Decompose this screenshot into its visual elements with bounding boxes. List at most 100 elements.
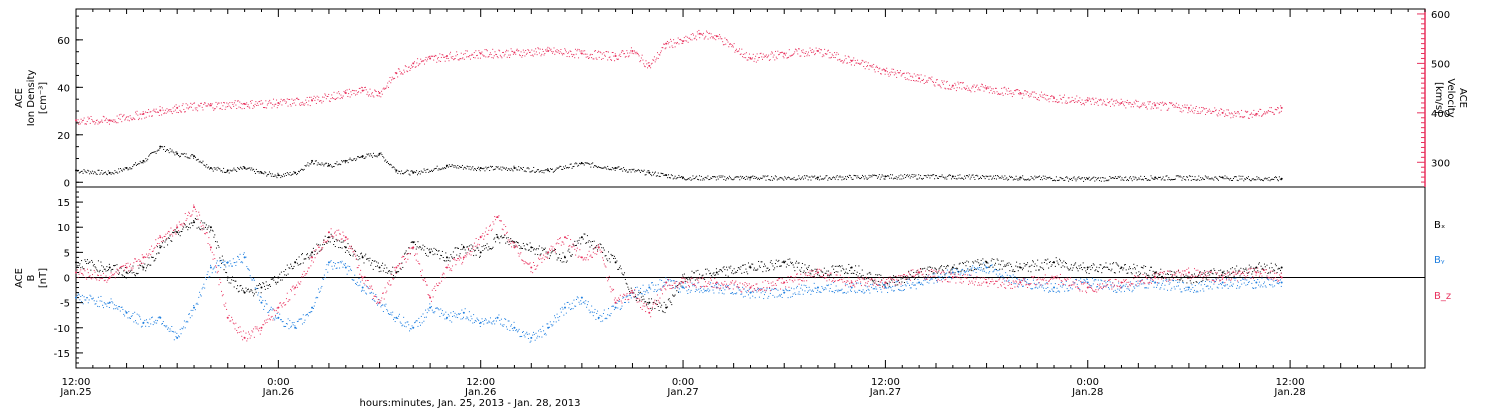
interp-point — [105, 303, 107, 305]
interp-point — [366, 293, 368, 295]
interp-point — [892, 277, 894, 279]
interp-point — [80, 267, 82, 269]
interp-point — [375, 294, 377, 296]
interp-point — [531, 170, 533, 172]
interp-point — [1183, 176, 1185, 178]
interp-point — [802, 49, 804, 51]
interp-point — [291, 174, 293, 176]
interp-point — [911, 276, 913, 278]
interp-point — [222, 261, 224, 263]
interp-point — [607, 165, 609, 167]
interp-point — [382, 155, 384, 157]
interp-point — [757, 59, 759, 61]
interp-point — [1260, 265, 1262, 267]
data-point — [378, 152, 381, 155]
data-point — [1120, 101, 1123, 104]
interp-point — [599, 166, 601, 168]
interp-point — [242, 103, 244, 105]
interp-point — [159, 316, 161, 318]
interp-point — [199, 291, 201, 293]
interp-point — [556, 167, 558, 169]
interp-point — [207, 105, 209, 107]
interp-point — [689, 279, 691, 281]
interp-point — [632, 169, 634, 171]
interp-point — [1240, 116, 1242, 118]
interp-point — [391, 167, 393, 169]
interp-point — [944, 87, 946, 89]
interp-point — [240, 167, 242, 169]
interp-point — [578, 239, 580, 241]
interp-point — [1028, 179, 1030, 181]
interp-point — [228, 105, 230, 107]
interp-point — [1195, 281, 1197, 283]
interp-point — [870, 175, 872, 177]
interp-point — [1052, 101, 1054, 103]
interp-point — [563, 53, 565, 55]
interp-point — [221, 255, 223, 257]
interp-point — [1080, 178, 1082, 180]
interp-point — [956, 178, 958, 180]
interp-point — [1061, 178, 1063, 180]
interp-point — [1272, 111, 1274, 113]
interp-point — [274, 276, 276, 278]
interp-point — [163, 246, 165, 248]
interp-point — [462, 57, 464, 59]
interp-point — [128, 116, 130, 118]
interp-point — [883, 68, 885, 70]
interp-point — [1231, 272, 1233, 274]
interp-point — [1072, 99, 1074, 101]
interp-point — [465, 252, 467, 254]
interp-point — [610, 253, 612, 255]
data-point — [75, 169, 77, 172]
interp-point — [1171, 270, 1173, 272]
interp-point — [1024, 179, 1026, 181]
interp-point — [478, 50, 480, 52]
interp-point — [249, 275, 251, 277]
interp-point — [592, 248, 594, 250]
interp-point — [438, 60, 440, 62]
interp-point — [1156, 102, 1158, 104]
data-point — [125, 271, 128, 274]
interp-point — [718, 175, 720, 177]
interp-point — [1273, 269, 1275, 271]
interp-point — [301, 254, 303, 256]
interp-point — [1216, 177, 1218, 179]
interp-point — [1266, 177, 1268, 179]
interp-point — [1027, 95, 1029, 97]
interp-point — [629, 52, 631, 54]
interp-point — [919, 81, 921, 83]
interp-point — [390, 164, 392, 166]
interp-point — [1161, 102, 1163, 104]
interp-point — [962, 177, 964, 179]
interp-point — [259, 100, 261, 102]
interp-point — [121, 274, 123, 276]
interp-point — [711, 276, 713, 278]
interp-point — [1033, 265, 1035, 267]
interp-point — [657, 172, 659, 174]
interp-point — [1091, 267, 1093, 269]
interp-point — [1066, 102, 1068, 104]
interp-point — [1147, 101, 1149, 103]
interp-point — [991, 92, 993, 94]
interp-point — [930, 266, 932, 268]
interp-point — [426, 169, 428, 171]
interp-point — [274, 281, 276, 283]
interp-point — [904, 174, 906, 176]
interp-point — [569, 251, 571, 253]
interp-point — [984, 87, 986, 89]
interp-point — [309, 96, 311, 98]
interp-point — [187, 229, 189, 231]
interp-point — [756, 176, 758, 178]
interp-point — [1231, 113, 1233, 115]
interp-point — [253, 295, 255, 297]
interp-point — [77, 293, 79, 295]
interp-point — [263, 283, 265, 285]
interp-point — [694, 37, 696, 39]
interp-point — [299, 264, 301, 266]
interp-point — [461, 244, 463, 246]
x-tick-date: Jan.28 — [1273, 387, 1305, 398]
interp-point — [672, 47, 674, 49]
interp-point — [1160, 109, 1162, 111]
interp-point — [199, 160, 201, 162]
interp-point — [551, 168, 553, 170]
